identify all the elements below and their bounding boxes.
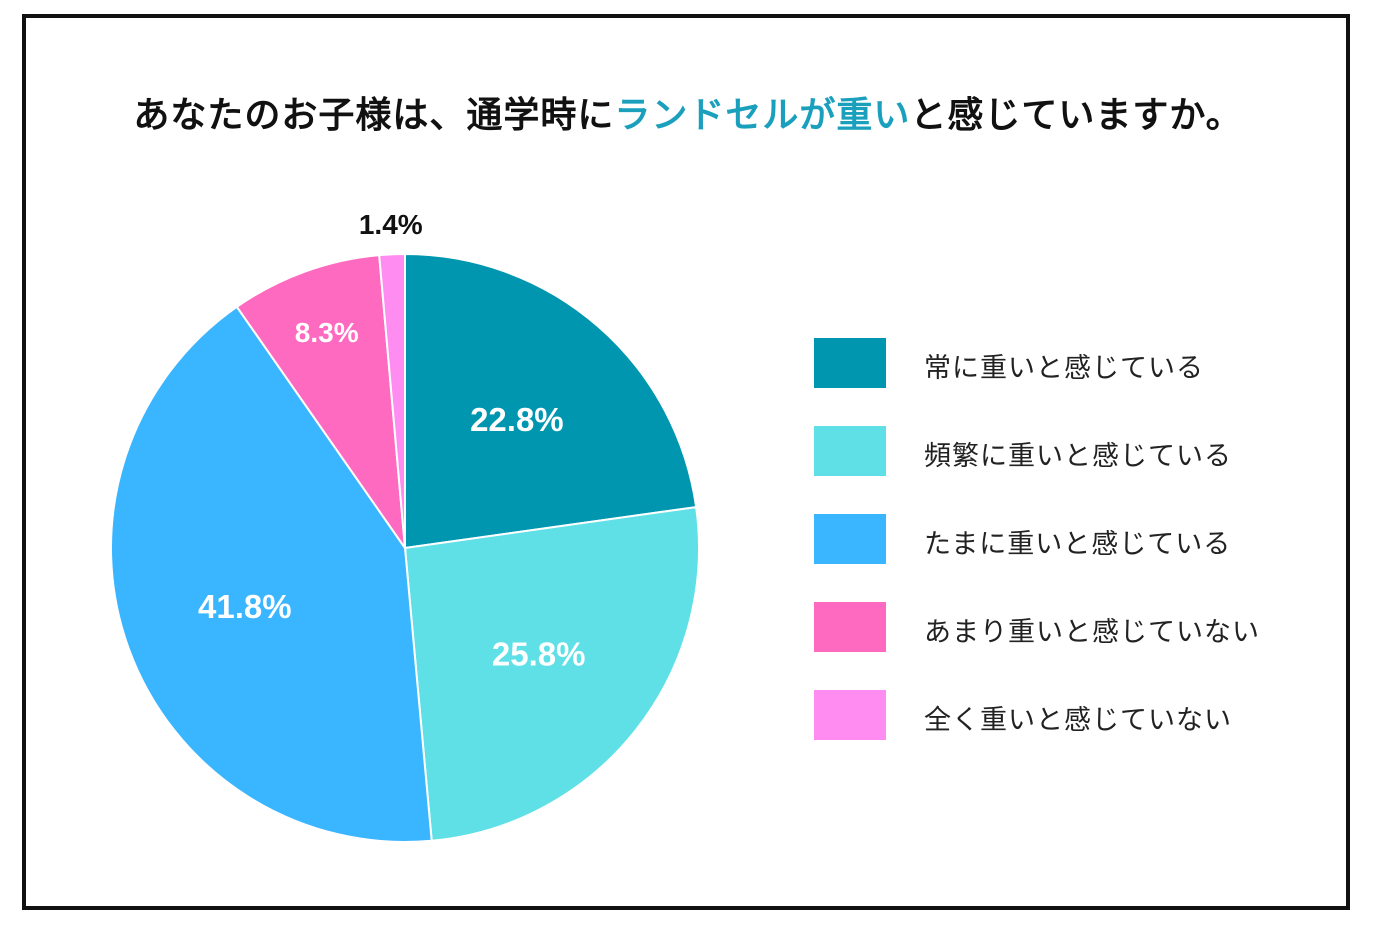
legend-label-3: あまり重いと感じていない (924, 617, 1260, 648)
legend-swatch-0 (814, 338, 886, 388)
pie-label-1: 25.8% (492, 635, 586, 672)
legend-item-3: あまり重いと感じていない (814, 602, 1334, 652)
legend-label-0: 常に重いと感じている (924, 353, 1204, 384)
pie-slice-0 (404, 252, 698, 550)
legend-item-4: 全く重いと感じていない (814, 690, 1334, 740)
legend-swatch-3 (814, 602, 886, 652)
pie-label-2: 41.8% (198, 588, 292, 625)
chart-title: あなたのお子様は、通学時にランドセルが重いと感じていますか。 (0, 86, 1376, 138)
legend-label-4: 全く重いと感じていない (924, 705, 1232, 736)
legend-item-2: たまに重いと感じている (814, 514, 1334, 564)
pie-slice-1 (403, 505, 700, 842)
legend-item-1: 頻繁に重いと感じている (814, 426, 1334, 476)
title-highlight: ランドセルが重い (614, 95, 911, 136)
pie-label-4: 1.4% (359, 209, 423, 240)
pie-slice-3 (235, 254, 407, 552)
legend-label-2: たまに重いと感じている (924, 529, 1232, 560)
legend-label-1: 頻繁に重いと感じている (924, 441, 1232, 472)
pie-label-3: 8.3% (295, 317, 359, 348)
legend-swatch-2 (814, 514, 886, 564)
legend-item-0: 常に重いと感じている (814, 338, 1334, 388)
pie-slice-4 (378, 252, 406, 549)
title-part2: と感じていますか。 (910, 95, 1243, 136)
legend-swatch-1 (814, 426, 886, 476)
title-part1: あなたのお子様は、通学時に (133, 95, 615, 136)
legend-swatch-4 (814, 690, 886, 740)
pie-label-0: 22.8% (470, 401, 564, 438)
pie-slice-2 (110, 305, 433, 843)
